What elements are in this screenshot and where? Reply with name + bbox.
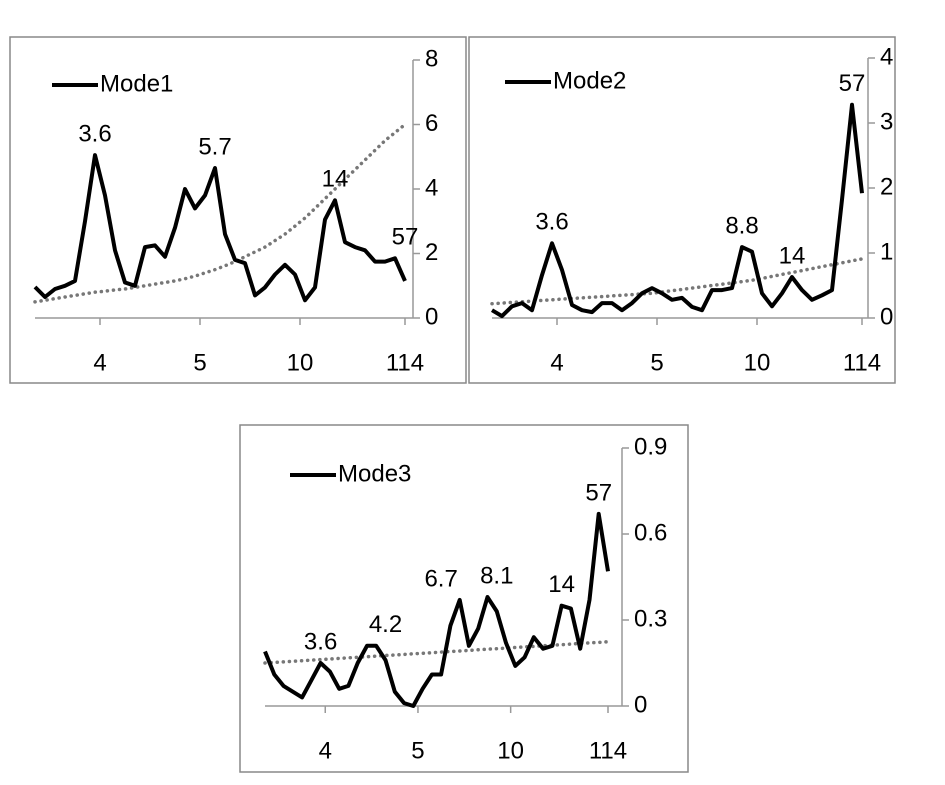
annotation: 8.8 — [725, 212, 758, 239]
x-tick-label: 5 — [411, 737, 424, 764]
x-tick-label: 114 — [386, 349, 424, 376]
trend-line — [490, 257, 864, 306]
annotation: 57 — [585, 479, 612, 506]
y-tick-label: 0 — [425, 303, 438, 330]
legend-label: Mode2 — [553, 67, 626, 94]
annotation: 3.6 — [78, 120, 111, 147]
x-tick-label: 10 — [744, 349, 771, 376]
x-tick-label: 10 — [287, 349, 314, 376]
annotation: 14 — [779, 242, 806, 269]
y-tick-label: 8 — [425, 45, 438, 72]
annotation: 8.1 — [480, 562, 513, 589]
annotation: 4.2 — [369, 611, 402, 638]
annotation: 57 — [839, 70, 866, 97]
annotation: 3.6 — [304, 628, 337, 655]
x-tick-label: 4 — [319, 737, 332, 764]
y-tick-label: 2 — [880, 173, 893, 200]
x-tick-label: 114 — [843, 349, 881, 376]
trend-line — [33, 122, 407, 304]
annotation: 57 — [392, 224, 419, 251]
legend-label: Mode3 — [338, 460, 411, 487]
y-tick-label: 0 — [880, 303, 893, 330]
y-tick-label: 2 — [425, 239, 438, 266]
y-tick-label: 0.6 — [634, 519, 667, 546]
x-tick-label: 10 — [497, 737, 524, 764]
annotation: 3.6 — [535, 209, 568, 236]
x-tick-label: 114 — [589, 737, 627, 764]
annotation: 14 — [322, 166, 349, 193]
annotation: 14 — [548, 571, 575, 598]
legend-label: Mode1 — [100, 70, 173, 97]
y-tick-label: 1 — [880, 238, 893, 265]
x-tick-label: 4 — [93, 349, 106, 376]
y-tick-label: 0.3 — [634, 605, 667, 632]
y-tick-label: 0.9 — [634, 433, 667, 460]
series-line — [33, 153, 407, 303]
y-tick-label: 0 — [634, 691, 647, 718]
x-tick-label: 4 — [550, 349, 563, 376]
annotation: 5.7 — [198, 133, 231, 160]
x-tick-label: 5 — [193, 349, 206, 376]
x-tick-label: 5 — [650, 349, 663, 376]
y-tick-label: 4 — [425, 174, 438, 201]
annotation: 6.7 — [424, 565, 457, 592]
y-tick-label: 6 — [425, 110, 438, 137]
y-tick-label: 4 — [880, 43, 893, 70]
panel-frame — [468, 36, 896, 384]
panel-frame — [239, 424, 689, 773]
series-line — [490, 102, 864, 319]
series-line — [263, 511, 610, 708]
panel-frame — [9, 36, 467, 384]
y-tick-label: 3 — [880, 108, 893, 135]
